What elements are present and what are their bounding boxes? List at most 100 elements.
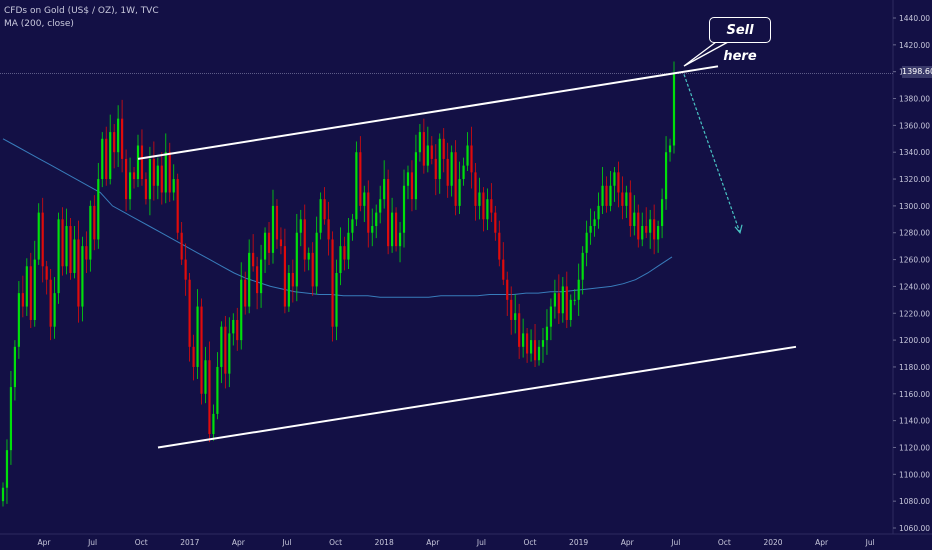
candle-body bbox=[160, 165, 163, 193]
candle-body bbox=[597, 205, 600, 220]
candle-body bbox=[450, 152, 453, 186]
candle-body bbox=[152, 158, 155, 186]
channel-upper-line[interactable] bbox=[137, 65, 719, 160]
candle-body bbox=[462, 165, 465, 180]
candle-body bbox=[482, 192, 485, 220]
candle-body bbox=[510, 299, 513, 320]
candle-body bbox=[375, 212, 378, 227]
candle-body bbox=[136, 145, 140, 180]
candle-body bbox=[57, 219, 60, 294]
candle-body bbox=[514, 313, 517, 320]
candle-body bbox=[299, 219, 302, 233]
candle-body bbox=[204, 360, 207, 394]
y-tick-label: 1160.00 bbox=[899, 390, 930, 399]
candle-body bbox=[418, 132, 421, 153]
sell-here-callout[interactable]: Sell here bbox=[709, 17, 771, 64]
projection-arrow-line[interactable] bbox=[683, 74, 741, 233]
candle-body bbox=[216, 366, 219, 414]
x-tick-label: Jul bbox=[865, 538, 875, 547]
candle-body bbox=[383, 179, 386, 200]
candle-body bbox=[649, 219, 652, 233]
candle-body bbox=[49, 279, 52, 327]
candle-body bbox=[77, 239, 80, 307]
candle-body bbox=[553, 293, 556, 307]
candle-body bbox=[498, 232, 501, 260]
y-tick-label: 1380.00 bbox=[899, 95, 930, 104]
candle-body bbox=[105, 138, 108, 180]
x-tick-label: 2019 bbox=[569, 538, 588, 547]
candle-body bbox=[406, 172, 410, 186]
candle-body bbox=[287, 273, 290, 307]
candle-body bbox=[565, 286, 568, 320]
candle-body bbox=[343, 246, 346, 260]
candle-body bbox=[458, 179, 461, 206]
candle-body bbox=[1, 487, 5, 502]
candle-body bbox=[323, 199, 326, 220]
candle-body bbox=[549, 306, 553, 327]
candle-body bbox=[307, 252, 310, 260]
y-tick-label: 1100.00 bbox=[899, 470, 930, 479]
candle-body bbox=[672, 73, 676, 146]
candle-body bbox=[192, 346, 195, 367]
candle-body bbox=[9, 387, 13, 451]
candle-body bbox=[121, 118, 124, 159]
candle-body bbox=[156, 165, 159, 186]
candle-body bbox=[621, 192, 624, 206]
candle-body bbox=[430, 145, 433, 159]
x-tick-label: Apr bbox=[232, 538, 246, 547]
candle-body bbox=[196, 306, 199, 367]
candle-body bbox=[470, 145, 473, 173]
y-tick-label: 1260.00 bbox=[899, 256, 930, 265]
x-tick-label: Oct bbox=[524, 538, 537, 547]
candle-body bbox=[176, 179, 179, 233]
candle-body bbox=[545, 326, 549, 341]
y-tick-label: 1060.00 bbox=[899, 524, 930, 533]
candle-body bbox=[625, 192, 628, 206]
candle-body bbox=[240, 279, 243, 341]
candle-body bbox=[13, 346, 17, 388]
candle-body bbox=[17, 293, 20, 347]
callout-pointer bbox=[683, 41, 729, 67]
y-tick-label: 1420.00 bbox=[899, 41, 930, 50]
candle-body bbox=[69, 226, 72, 273]
last-price-label: 1398.60 bbox=[902, 66, 932, 78]
candle-body bbox=[331, 239, 334, 327]
x-tick-label: Oct bbox=[329, 538, 342, 547]
candle-body bbox=[633, 212, 636, 227]
candle-body bbox=[533, 340, 537, 361]
candle-body bbox=[224, 326, 227, 374]
candle-body bbox=[529, 340, 533, 354]
candle-body bbox=[617, 172, 620, 193]
candle-body bbox=[65, 226, 68, 267]
y-tick-label: 1360.00 bbox=[899, 121, 930, 130]
candle-body bbox=[124, 158, 128, 200]
x-tick-label: Oct bbox=[135, 538, 148, 547]
candle-body bbox=[605, 185, 608, 206]
candle-body bbox=[438, 138, 441, 180]
candle-body bbox=[478, 192, 481, 206]
candle-body bbox=[244, 279, 247, 307]
candle-body bbox=[220, 326, 223, 367]
candle-body bbox=[172, 179, 175, 193]
projection-arrowhead bbox=[734, 224, 743, 235]
candle-body bbox=[446, 158, 449, 186]
candle-body bbox=[668, 145, 672, 153]
x-tick-label: Jul bbox=[87, 538, 97, 547]
candle-body bbox=[391, 212, 394, 247]
x-tick-label: Jul bbox=[476, 538, 486, 547]
x-tick-label: 2020 bbox=[763, 538, 782, 547]
candle-body bbox=[629, 192, 632, 227]
candle-body bbox=[128, 172, 132, 200]
candle-body bbox=[164, 152, 167, 193]
candle-body bbox=[25, 266, 28, 307]
candle-body bbox=[5, 450, 9, 488]
candle-body bbox=[188, 279, 191, 347]
candle-body bbox=[641, 226, 644, 240]
candle-body bbox=[569, 299, 572, 320]
y-tick-label: 1320.00 bbox=[899, 175, 930, 184]
channel-lower-line[interactable] bbox=[157, 345, 797, 449]
candle-body bbox=[267, 232, 271, 253]
candle-body bbox=[117, 118, 120, 153]
